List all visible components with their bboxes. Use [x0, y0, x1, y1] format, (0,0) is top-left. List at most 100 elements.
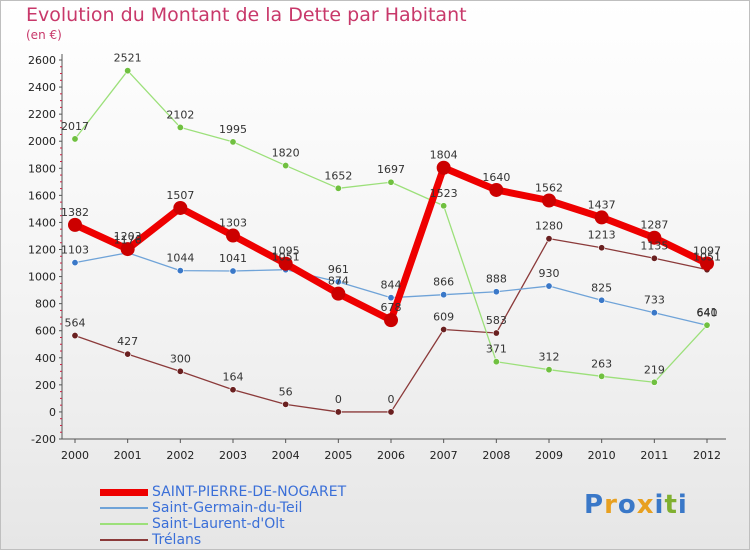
logo-letter: i: [677, 490, 688, 520]
data-point: [387, 178, 395, 186]
data-label: 1041: [219, 252, 247, 265]
data-label: 312: [539, 351, 560, 364]
data-point: [387, 294, 395, 302]
data-point: [229, 386, 237, 394]
y-tick-label: 1000: [28, 271, 56, 284]
logo-letter: o: [617, 490, 637, 520]
data-label: 2521: [114, 52, 142, 65]
data-point: [545, 235, 553, 243]
data-point: [282, 400, 290, 408]
data-label: 1437: [588, 198, 616, 211]
data-label: 427: [117, 335, 138, 348]
data-point: [650, 254, 658, 262]
data-label: 2102: [166, 108, 194, 121]
data-label: 0: [335, 393, 342, 406]
data-point: [492, 329, 500, 337]
data-label: 1213: [588, 229, 616, 242]
legend-label: SAINT-PIERRE-DE-NOGARET: [152, 484, 347, 500]
data-point: [598, 372, 606, 380]
legend: SAINT-PIERRE-DE-NOGARET Saint-Germain-du-…: [100, 484, 346, 548]
data-label: 1303: [219, 217, 247, 230]
data-point: [331, 286, 346, 301]
y-tick-label: 2200: [28, 108, 56, 121]
data-point: [71, 259, 79, 267]
data-label: 1562: [535, 182, 563, 195]
data-point: [176, 123, 184, 131]
x-tick-label: 2004: [272, 449, 300, 462]
x-tick-label: 2008: [482, 449, 510, 462]
data-label: 0: [388, 393, 395, 406]
data-label: 1051: [272, 251, 300, 264]
data-label: 1103: [61, 244, 89, 257]
proxiti-logo: Proxiti: [584, 490, 688, 520]
y-tick-label: 200: [35, 379, 56, 392]
data-label: 1523: [430, 187, 458, 200]
x-tick-label: 2001: [114, 449, 142, 462]
data-label: 874: [328, 275, 349, 288]
data-point: [226, 228, 240, 243]
logo-letter: t: [664, 490, 678, 520]
data-point: [647, 230, 662, 245]
logo-letter: r: [604, 490, 618, 520]
x-tick-label: 2011: [640, 449, 668, 462]
legend-label: Trélans: [152, 532, 202, 548]
y-tick-label: 400: [35, 352, 56, 365]
data-label: 888: [486, 273, 507, 286]
data-label: 1995: [219, 123, 247, 136]
data-label: 640: [697, 306, 718, 319]
data-label: 866: [433, 276, 454, 289]
data-point: [176, 267, 184, 275]
legend-item: Saint-Laurent-d'Olt: [100, 516, 346, 532]
legend-item: Trélans: [100, 532, 346, 548]
y-tick-label: 1800: [28, 162, 56, 175]
data-label: 1203: [114, 230, 142, 243]
x-tick-label: 2012: [693, 449, 721, 462]
logo-letter: i: [654, 490, 665, 520]
data-label: 733: [644, 294, 665, 307]
data-point: [278, 256, 293, 271]
data-label: 1820: [272, 147, 300, 160]
data-label: 844: [381, 279, 402, 292]
legend-swatch: [100, 539, 148, 541]
data-label: 564: [65, 317, 86, 330]
data-point: [124, 350, 132, 358]
data-point: [489, 182, 504, 197]
data-point: [440, 202, 448, 210]
data-label: 300: [170, 352, 191, 365]
data-label: 164: [223, 371, 244, 384]
data-point: [120, 242, 135, 257]
y-tick-label: -200: [31, 433, 56, 446]
data-label: 825: [591, 281, 612, 294]
legend-item: Saint-Germain-du-Teil: [100, 500, 346, 516]
data-point: [492, 288, 500, 296]
y-tick-label: 2600: [28, 54, 56, 67]
data-point: [124, 67, 132, 75]
x-tick-label: 2000: [61, 449, 89, 462]
data-label: 56: [279, 385, 293, 398]
y-tick-label: 800: [35, 298, 56, 311]
data-label: 1287: [640, 219, 668, 232]
data-point: [334, 184, 342, 192]
data-label: 930: [539, 267, 560, 280]
data-label: 1095: [272, 245, 300, 258]
x-tick-label: 2010: [588, 449, 616, 462]
y-tick-label: 600: [35, 325, 56, 338]
data-point: [71, 332, 79, 340]
data-label: 263: [591, 357, 612, 370]
data-label: 1135: [640, 239, 668, 252]
data-point: [650, 378, 658, 386]
logo-letter: P: [584, 490, 605, 520]
data-label: 1652: [324, 169, 352, 182]
data-point: [700, 256, 714, 271]
data-point: [440, 325, 448, 333]
data-point: [492, 358, 500, 366]
legend-label: Saint-Germain-du-Teil: [152, 500, 303, 516]
data-label: 641: [697, 306, 718, 319]
data-point: [282, 162, 290, 170]
data-label: 371: [486, 343, 507, 356]
x-tick-label: 2003: [219, 449, 247, 462]
data-label: 961: [328, 263, 349, 276]
chart-unit: (en €): [26, 28, 62, 42]
data-point: [384, 313, 398, 328]
